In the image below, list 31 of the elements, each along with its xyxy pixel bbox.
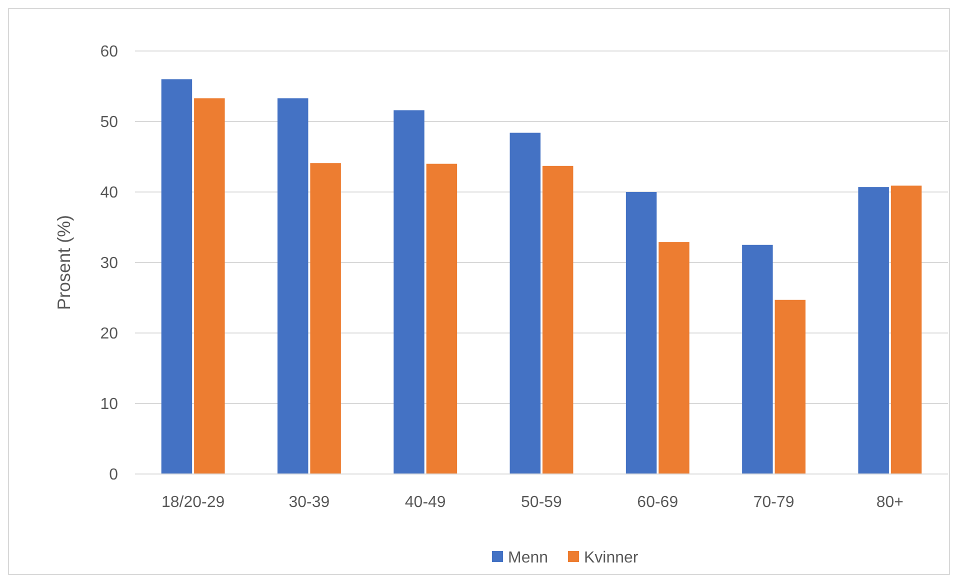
bar	[658, 242, 690, 474]
x-tick-label: 50-59	[521, 494, 562, 511]
bar	[742, 244, 773, 474]
y-tick-label: 60	[100, 44, 118, 61]
y-tick-label: 30	[100, 255, 118, 272]
y-tick-label: 20	[100, 326, 118, 343]
bar	[194, 98, 225, 474]
x-tick-label: 40-49	[404, 494, 446, 511]
x-tick-label: 18/20-29	[161, 494, 225, 511]
bar	[626, 192, 657, 474]
y-tick-label: 40	[100, 184, 118, 202]
legend-label: Menn	[508, 550, 548, 567]
bar	[394, 110, 424, 474]
legend-label: Kvinner	[584, 550, 639, 567]
bar	[277, 98, 308, 474]
y-tick-label: 50	[100, 114, 118, 132]
bar	[310, 163, 341, 474]
x-tick-label: 30-39	[288, 494, 330, 511]
x-tick-label: 80+	[876, 494, 904, 511]
y-tick-label: 0	[109, 466, 118, 484]
bar	[510, 132, 541, 474]
bar	[890, 186, 922, 474]
x-tick-label: 60-69	[637, 494, 678, 511]
bar	[858, 187, 889, 474]
y-axis-title: Prosent (%)	[54, 214, 74, 310]
bar	[161, 79, 192, 474]
bar	[774, 300, 806, 474]
bar	[426, 164, 458, 474]
x-tick-label: 70-79	[753, 494, 794, 511]
y-tick-label: 10	[100, 396, 118, 414]
bar	[542, 166, 574, 474]
